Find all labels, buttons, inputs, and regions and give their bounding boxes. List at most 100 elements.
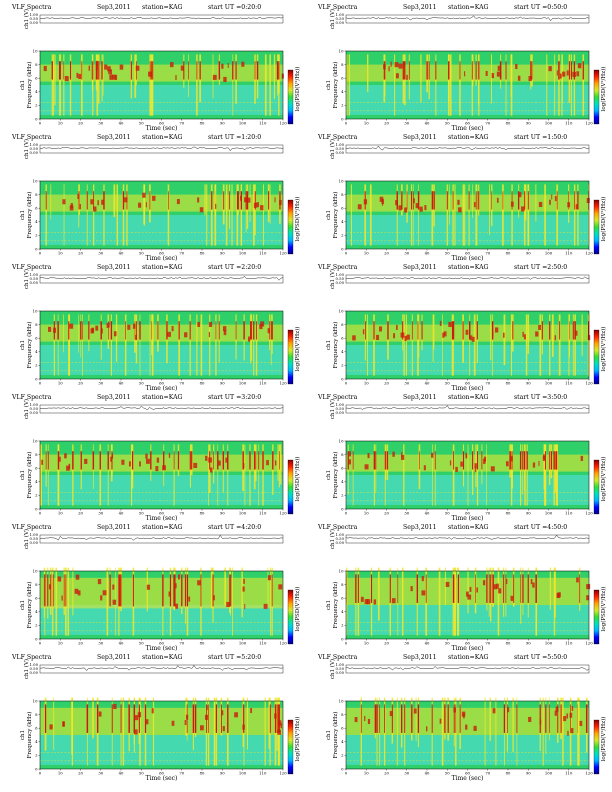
x-tick-label: 70 <box>485 771 490 776</box>
timeseries-tick-label: 0.50 <box>336 16 345 21</box>
emission-blob <box>522 331 524 337</box>
timeseries-tick-label: 1.00 <box>336 142 345 147</box>
x-tick-label: 10 <box>58 251 63 256</box>
x-axis-label: Time (sec) <box>146 775 178 782</box>
emission-blob <box>263 603 268 609</box>
panel-title: VLF Spectra <box>318 4 358 11</box>
emission-blob <box>197 321 201 327</box>
colorbar-label: log(PSD(V²/Hz)) <box>294 197 300 242</box>
emission-blob <box>538 324 542 330</box>
y-tick-label: 4 <box>35 609 38 614</box>
emission-blob <box>567 202 571 208</box>
panel-date: Sep3,2011 <box>97 134 131 141</box>
emission-blob <box>579 720 583 726</box>
emission-blob <box>274 460 277 466</box>
emission-blob <box>569 712 573 718</box>
emission-blob <box>135 65 140 71</box>
x-tick-label: 70 <box>485 511 490 516</box>
emission-blob <box>151 708 154 714</box>
emission-blob <box>577 63 582 69</box>
x-tick-label: 50 <box>445 121 450 126</box>
y-tick-label: 10 <box>339 178 344 183</box>
emission-blob <box>515 63 518 70</box>
x-tick-label: 40 <box>425 771 430 776</box>
emission-blob <box>62 199 66 205</box>
x-tick-label: 10 <box>58 641 63 646</box>
x-tick-label: 60 <box>159 771 164 776</box>
timeseries-tick-label: 1.00 <box>30 12 39 17</box>
emission-blob <box>171 326 174 332</box>
x-tick-label: 110 <box>259 251 267 256</box>
emission-blob <box>175 603 179 609</box>
emission-blob <box>580 455 584 461</box>
emission-blob <box>90 199 94 205</box>
emission-band <box>346 707 589 735</box>
y-tick-label: 4 <box>341 219 344 224</box>
timeseries-tick-label: 0.00 <box>30 20 39 25</box>
y-axis-label: Frequency (kHz) <box>332 712 339 759</box>
emission-blob <box>53 327 57 333</box>
x-tick-label: 10 <box>364 641 369 646</box>
colorbar-label: log(PSD(V²/Hz)) <box>294 67 300 112</box>
y-tick-label: 8 <box>35 712 38 717</box>
emission-blob <box>133 729 138 735</box>
y-tick-label: 10 <box>33 48 38 53</box>
timeseries-ylabel: ch1 (V) <box>329 269 336 289</box>
emission-blob <box>77 590 81 596</box>
y-tick-label: 4 <box>35 739 38 744</box>
x-tick-label: 120 <box>585 251 593 256</box>
panel-station: station=KAG <box>142 264 183 271</box>
emission-blob <box>226 601 230 608</box>
emission-blob <box>496 197 499 203</box>
emission-blob <box>586 197 590 204</box>
y-axis-label: Frequency (kHz) <box>26 192 33 239</box>
x-tick-label: 60 <box>465 771 470 776</box>
x-tick-label: 10 <box>58 511 63 516</box>
x-tick-label: 30 <box>404 511 409 516</box>
emission-blob <box>197 580 201 586</box>
x-tick-label: 100 <box>239 641 247 646</box>
panel-date: Sep3,2011 <box>97 394 131 401</box>
timeseries-tick-label: 1.00 <box>336 272 345 277</box>
colorbar-label: log(PSD(V²/Hz)) <box>600 327 606 372</box>
x-tick-label: 10 <box>364 251 369 256</box>
emission-band <box>346 64 589 82</box>
spectrogram-noise-zone <box>346 215 589 245</box>
emission-band <box>40 64 283 82</box>
emission-blob <box>208 332 211 338</box>
emission-blob <box>97 200 99 206</box>
x-tick-label: 80 <box>200 511 205 516</box>
emission-blob <box>178 574 180 580</box>
spectrogram-noise-zone <box>40 735 283 765</box>
emission-blob <box>76 72 79 78</box>
emission-blob <box>113 331 117 337</box>
y-tick-label: 8 <box>341 582 344 587</box>
emission-blob <box>586 584 591 590</box>
y-axis-label: Frequency (kHz) <box>26 322 33 369</box>
emission-blob <box>389 711 393 717</box>
emission-blob <box>366 599 371 605</box>
emission-blob <box>113 703 117 709</box>
x-tick-label: 80 <box>200 381 205 386</box>
x-tick-label: 70 <box>179 121 184 126</box>
x-tick-label: 50 <box>139 121 144 126</box>
x-tick-label: 80 <box>200 121 205 126</box>
emission-blob <box>132 323 136 329</box>
emission-blob <box>119 64 124 70</box>
x-tick-label: 20 <box>384 511 389 516</box>
emission-blob <box>528 716 532 723</box>
panel-header: VLF Spectra Sep3,2011 station=KAG start UT … <box>318 264 606 273</box>
emission-blob <box>510 595 514 601</box>
x-tick-label: 20 <box>78 381 83 386</box>
emission-blob <box>124 197 128 203</box>
emission-blob <box>260 321 265 327</box>
emission-blob <box>491 73 495 79</box>
emission-blob <box>107 66 111 72</box>
x-tick-label: 0 <box>345 641 348 646</box>
emission-blob <box>523 334 526 340</box>
emission-blob <box>174 583 177 589</box>
emission-blob <box>145 719 149 725</box>
y-tick-label: 2 <box>35 493 38 498</box>
